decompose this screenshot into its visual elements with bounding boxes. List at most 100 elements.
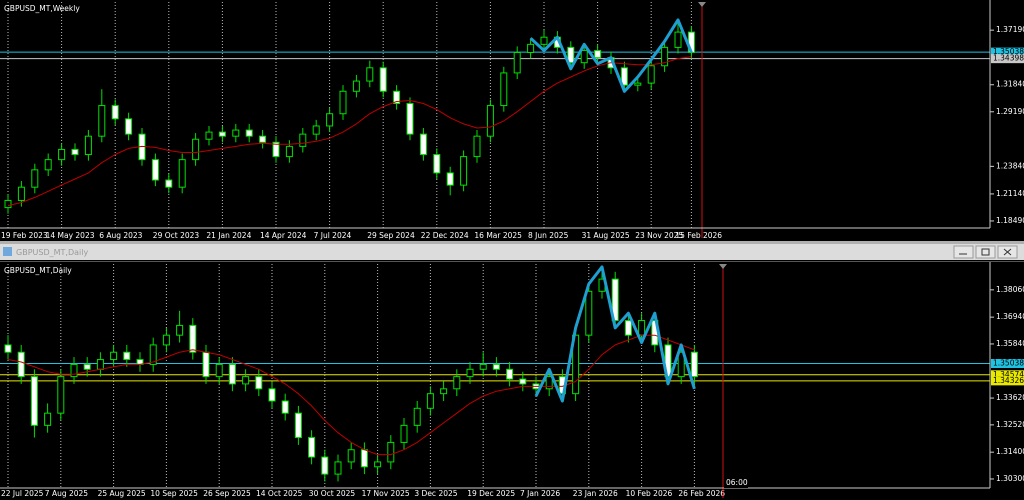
candle-body: [255, 376, 263, 390]
candle-body: [379, 67, 387, 92]
minimize-button[interactable]: [953, 245, 974, 259]
y-tick-label: 1.36940: [996, 312, 1024, 321]
candle-body: [393, 90, 401, 105]
candle-body: [202, 351, 210, 378]
x-tick-label: 7 Jul 2024: [314, 231, 352, 240]
restore-button[interactable]: [975, 245, 996, 259]
candle-body: [366, 67, 374, 82]
x-tick-label: 30 Oct 2025: [309, 489, 356, 498]
candle-body: [419, 133, 427, 156]
candle-body: [4, 199, 12, 209]
candle-body: [149, 344, 157, 365]
candle-body: [540, 36, 548, 45]
close-icon: [1003, 248, 1012, 256]
candle-body: [272, 141, 280, 158]
candle-body: [308, 437, 316, 458]
zigzag: [529, 18, 693, 93]
candle-body: [205, 131, 213, 140]
x-tick-label: 7 Jan 2026: [520, 489, 560, 498]
x-tick-label: 23 Nov 2025: [635, 231, 683, 240]
price-tag: [991, 376, 1024, 386]
x-tick-label: 31 Aug 2025: [582, 231, 630, 240]
candle-body: [634, 82, 642, 86]
x-tick-label: 15 Feb 2026: [675, 231, 722, 240]
x-tick-label: 19 Dec 2025: [467, 489, 515, 498]
chart-title: GBPUSD_MT,Daily: [4, 266, 72, 275]
candle-body: [674, 31, 682, 48]
zigzag: [534, 265, 696, 403]
candle-body: [460, 156, 468, 186]
candle-body: [17, 186, 25, 201]
candle-body: [387, 441, 395, 463]
price-tag-label: 1.34398: [993, 54, 1024, 63]
x-tick-label: 19 Feb 2023: [1, 231, 48, 240]
candle-body: [189, 324, 197, 353]
shift-marker: [698, 2, 706, 7]
candle-body: [519, 378, 527, 385]
candle-body: [473, 135, 481, 158]
candle-body: [661, 46, 669, 67]
candle-body: [506, 368, 514, 380]
y-tick-label: 1.32520: [996, 420, 1024, 429]
candle-body: [638, 320, 646, 336]
y-tick-label: 1.21140: [996, 189, 1024, 198]
x-tick-label: 14 Oct 2025: [256, 489, 303, 498]
x-tick-label: 14 May 2023: [46, 231, 95, 240]
candle-body: [268, 388, 276, 402]
candle-body: [433, 154, 441, 174]
candle-body: [245, 129, 253, 137]
candle-body: [58, 148, 66, 161]
candle-body: [374, 461, 382, 468]
window-icon: [3, 247, 12, 256]
candle-body: [360, 449, 368, 468]
y-tick-label: 1.37190: [996, 25, 1024, 34]
candle-body: [406, 103, 414, 135]
candle-body: [44, 412, 52, 426]
candle-body: [17, 351, 25, 378]
x-tick-label: 7 Aug 2025: [45, 489, 88, 498]
candle-body: [527, 43, 535, 54]
candle-body: [218, 131, 226, 137]
x-tick-label: 26 Sep 2025: [203, 489, 251, 498]
x-tick-label: 21 Jan 2024: [206, 231, 251, 240]
candle-body: [70, 363, 78, 378]
candle-body: [71, 148, 79, 156]
candle-body: [215, 363, 223, 378]
x-tick-label: 10 Sep 2025: [150, 489, 198, 498]
x-tick-label: 3 Dec 2025: [414, 489, 457, 498]
shift-marker: [719, 264, 727, 269]
candle-body: [347, 449, 355, 463]
y-tick-label: 1.30300: [996, 474, 1024, 483]
candle-body: [242, 376, 250, 385]
candle-body: [232, 129, 240, 137]
candle-body: [151, 159, 159, 181]
window-title: GBPUSD_MT,Daily: [16, 248, 88, 257]
y-tick-label: 1.31400: [996, 447, 1024, 456]
chart-title: GBPUSD_MT,Weekly: [4, 4, 80, 13]
window-border: [0, 261, 1024, 262]
moving-average: [7, 56, 692, 207]
candle-body: [321, 456, 329, 475]
candle-body: [426, 393, 434, 409]
candle-body: [580, 49, 588, 64]
price-tag-label: 1.35038: [993, 358, 1024, 367]
time-tag: [724, 478, 748, 488]
price-tag-label: 1.34326: [993, 376, 1024, 385]
x-tick-label: 8 Jun 2025: [528, 231, 569, 240]
candle-body: [96, 359, 104, 370]
x-tick-label: 25 Aug 2025: [98, 489, 146, 498]
candle-body: [30, 376, 38, 426]
candle-body: [294, 412, 302, 439]
x-tick-label: 22 Dec 2024: [421, 231, 469, 240]
y-tick-label: 1.18490: [996, 216, 1024, 225]
candle-body: [624, 320, 632, 336]
time-tag-label: 06:00: [726, 478, 748, 487]
x-tick-label: 6 Aug 2023: [99, 231, 142, 240]
y-tick-label: 1.33620: [996, 393, 1024, 402]
candle-body: [513, 52, 521, 74]
y-tick-label: 1.38060: [996, 285, 1024, 294]
candle-body: [31, 169, 39, 188]
candle-body: [84, 135, 92, 156]
candle-body: [178, 159, 186, 188]
